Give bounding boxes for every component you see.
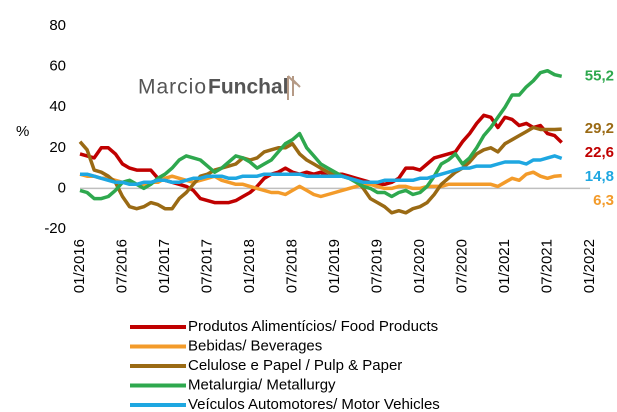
x-tick-label: 07/2017	[198, 239, 215, 293]
y-tick-label: 20	[49, 139, 66, 156]
logo-icon	[287, 75, 301, 100]
logo: Marcio Funchal	[138, 75, 301, 100]
logo-text: Funchal	[208, 76, 289, 99]
x-tick-label: 01/2019	[326, 239, 343, 293]
x-tick-label: 01/2021	[496, 239, 513, 293]
x-tick-label: 07/2018	[283, 239, 300, 293]
legend-label: Veículos Automotores/ Motor Vehicles	[188, 396, 440, 412]
line	[80, 154, 563, 187]
x-tick-label: 01/2016	[71, 239, 88, 293]
x-tick-label: 07/2020	[453, 239, 470, 293]
x-tick-label: 01/2018	[241, 239, 258, 293]
logo-text: Marcio	[138, 76, 207, 99]
x-tick-label: 01/2017	[156, 239, 173, 293]
legend-label: Metalurgia/ Metallurgy	[188, 376, 336, 393]
value-label: 22,6	[585, 144, 614, 161]
y-tick-label: 40	[49, 98, 66, 115]
x-tick-label: 07/2016	[113, 239, 130, 293]
value-label: 14,8	[585, 168, 614, 185]
y-tick-label: 80	[49, 17, 66, 34]
line	[78, 125, 562, 215]
y-tick-label: 60	[49, 58, 66, 75]
value-label: 29,2	[585, 120, 614, 137]
line	[79, 68, 563, 201]
x-tick-label: 01/2022	[581, 239, 598, 293]
x-tick-label: 01/2020	[411, 239, 428, 293]
y-tick-label: -20	[44, 220, 66, 237]
legend-label: Produtos Alimentícios/ Food Products	[188, 318, 438, 335]
x-tick-label: 07/2019	[368, 239, 385, 293]
y-tick-label: 0	[58, 179, 66, 196]
legend-label: Celulose e Papel / Pulp & Paper	[188, 357, 402, 374]
value-label: 6,3	[593, 192, 614, 209]
y-axis-label: %	[16, 123, 29, 140]
value-label: 55,2	[585, 67, 614, 84]
x-tick-label: 07/2021	[538, 239, 555, 293]
legend-label: Bebidas/ Beverages	[188, 337, 322, 354]
